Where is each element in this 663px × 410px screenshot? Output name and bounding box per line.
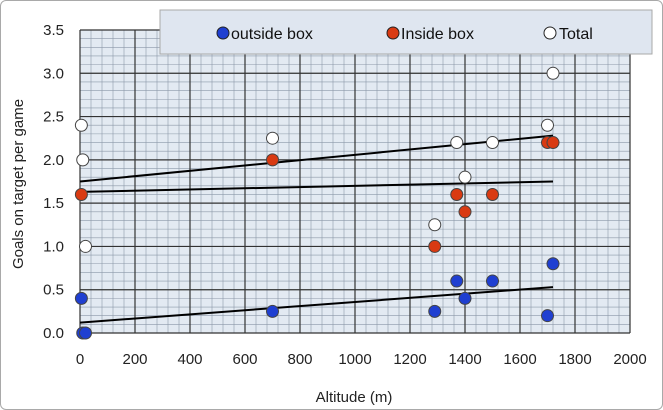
point-total — [450, 136, 464, 150]
x-tick-label: 600 — [232, 351, 257, 368]
point-inside-box — [74, 187, 88, 201]
legend-box — [159, 9, 653, 55]
x-tick-label: 2000 — [613, 351, 646, 368]
point-inside-box — [428, 239, 442, 253]
y-tick-label: 3.0 — [43, 65, 64, 82]
legend-label-outside-box: outside box — [231, 26, 313, 43]
point-inside-box — [486, 187, 499, 201]
legend: outside box Inside box Total — [159, 9, 653, 55]
legend-label-total: Total — [559, 26, 593, 43]
trendline-outside-box — [79, 286, 554, 324]
legend-label-inside-box: Inside box — [401, 26, 474, 43]
point-inside-box — [546, 136, 560, 150]
point-outside-box — [74, 291, 88, 305]
x-tick-labels: 0 200 400 600 800 1000 1200 1400 1600 1800 2000 — [76, 351, 647, 368]
point-total — [76, 153, 90, 167]
point-outside-box — [486, 274, 499, 288]
x-tick-label: 1200 — [393, 351, 426, 368]
trendline-inside-box — [79, 180, 554, 193]
point-total — [79, 239, 92, 253]
point-outside-box — [428, 304, 442, 318]
y-axis-title: Goals on target per game — [10, 99, 27, 269]
y-tick-label: 2.0 — [43, 152, 64, 169]
x-tick-label: 0 — [76, 351, 84, 368]
legend-marker-total — [543, 26, 557, 40]
point-outside-box — [541, 309, 554, 323]
y-tick-label: 0.0 — [43, 325, 64, 342]
x-tick-label: 1000 — [338, 351, 371, 368]
point-outside-box — [450, 274, 464, 288]
point-total — [428, 218, 442, 232]
point-inside-box — [450, 187, 464, 201]
x-tick-label: 800 — [287, 351, 312, 368]
legend-marker-outside-box — [216, 26, 230, 40]
point-outside-box — [79, 326, 92, 340]
point-outside-box — [458, 291, 472, 305]
point-total — [486, 136, 499, 150]
data-points — [74, 66, 560, 340]
point-total — [458, 170, 472, 184]
point-total — [266, 131, 279, 145]
point-outside-box — [546, 257, 560, 271]
x-axis-title: Altitude (m) — [316, 389, 393, 406]
x-tick-label: 200 — [122, 351, 147, 368]
legend-marker-inside-box — [386, 26, 400, 40]
x-tick-label: 1400 — [448, 351, 481, 368]
y-tick-label: 1.5 — [43, 195, 64, 212]
y-tick-labels: 0.0 0.5 1.0 1.5 2.0 2.5 3.0 3.5 — [43, 22, 64, 342]
trendline-total — [79, 134, 554, 183]
point-total — [541, 118, 554, 132]
point-total — [74, 118, 88, 132]
point-outside-box — [266, 304, 279, 318]
y-tick-label: 1.0 — [43, 238, 64, 255]
point-inside-box — [266, 153, 279, 167]
trendlines — [79, 134, 554, 324]
y-tick-label: 0.5 — [43, 282, 64, 299]
x-tick-label: 400 — [177, 351, 202, 368]
x-tick-label: 1800 — [558, 351, 591, 368]
point-total — [546, 66, 560, 80]
point-inside-box — [458, 205, 472, 219]
x-tick-label: 1600 — [503, 351, 536, 368]
y-tick-label: 3.5 — [43, 22, 64, 39]
y-tick-label: 2.5 — [43, 109, 64, 126]
